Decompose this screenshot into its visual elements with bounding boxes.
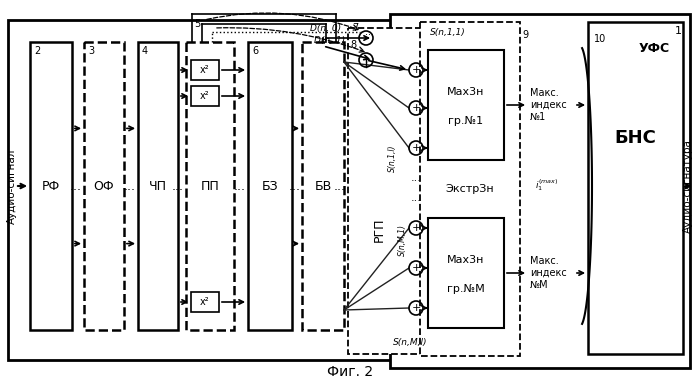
Text: D(n, 0): D(n, 0) [310,24,341,32]
Text: Макс.
индекс
№1: Макс. индекс №1 [530,88,567,122]
Text: S(n,1,l): S(n,1,l) [388,144,396,172]
Text: БНС: БНС [615,129,657,147]
Text: 1: 1 [675,26,682,36]
Text: 4: 4 [142,46,148,56]
Text: ...: ... [172,179,184,193]
Text: 6: 6 [252,46,258,56]
Text: 8: 8 [350,40,356,50]
Bar [191,60,219,80]
Text: x²: x² [200,65,210,75]
Text: ...: ... [70,179,82,193]
Text: Фиг. 2: Фиг. 2 [327,365,373,379]
Text: 3: 3 [88,46,94,56]
Text: x²: x² [200,91,210,101]
Text: 10: 10 [594,34,606,44]
Bar [428,50,504,160]
Bar [8,20,688,360]
Text: S(n,1,1): S(n,1,1) [430,27,466,37]
Text: ...: ... [334,179,346,193]
Text: гр.№M: гр.№M [447,284,485,295]
Bar [186,42,234,330]
Text: ...: ... [411,173,421,183]
Text: ...: ... [234,179,246,193]
Text: ...: ... [289,179,301,193]
Text: БВ: БВ [314,179,332,193]
Bar [588,22,683,354]
Text: +: + [412,143,421,153]
Text: Аудио-сигнал: Аудио-сигнал [7,148,17,224]
Text: D(n, 1): D(n, 1) [314,36,345,44]
Bar [30,42,72,330]
Text: 9: 9 [522,30,528,40]
Text: +: + [412,303,421,313]
Bar [138,42,178,330]
Text: БЗ: БЗ [262,179,279,193]
Text: ЭкстрЗн: ЭкстрЗн [446,184,494,194]
Text: 7: 7 [352,23,358,33]
Text: Мах3н: Мах3н [447,255,484,265]
Bar [428,218,504,328]
Text: гр.№1: гр.№1 [449,117,484,127]
Bar [191,292,219,312]
Text: ...: ... [411,193,421,203]
Text: +: + [361,55,371,65]
Text: ...: ... [365,27,375,37]
Text: Мах3н: Мах3н [447,87,484,97]
Text: РГП: РГП [372,218,386,242]
Text: РФ: РФ [42,179,60,193]
Bar [191,86,219,106]
Text: 2: 2 [34,46,41,56]
Text: ЧП: ЧП [149,179,167,193]
Text: ...: ... [124,179,136,193]
Bar [248,42,292,330]
Text: S(n,M,1): S(n,M,1) [398,224,407,256]
Text: ОФ: ОФ [94,179,114,193]
Bar [302,42,344,330]
Bar [348,28,430,354]
Text: +: + [412,263,421,273]
Text: Макс.
индекс
№M: Макс. индекс №M [530,256,567,290]
Text: ...: ... [465,211,475,221]
Bar [84,42,124,330]
Text: x²: x² [200,297,210,307]
Text: 5: 5 [194,19,200,29]
Text: -: - [363,31,369,45]
Text: +: + [412,65,421,75]
Text: +: + [412,103,421,113]
Text: $i_1^{(max)}$: $i_1^{(max)}$ [535,177,559,193]
Text: S(n,M,l): S(n,M,l) [393,337,427,347]
Text: +: + [412,223,421,233]
Text: ПП: ПП [201,179,219,193]
Bar [390,14,690,368]
Bar [420,22,520,356]
Text: Аудио-сигнатура: Аудио-сигнатура [683,139,693,233]
Text: УФС: УФС [639,42,670,55]
